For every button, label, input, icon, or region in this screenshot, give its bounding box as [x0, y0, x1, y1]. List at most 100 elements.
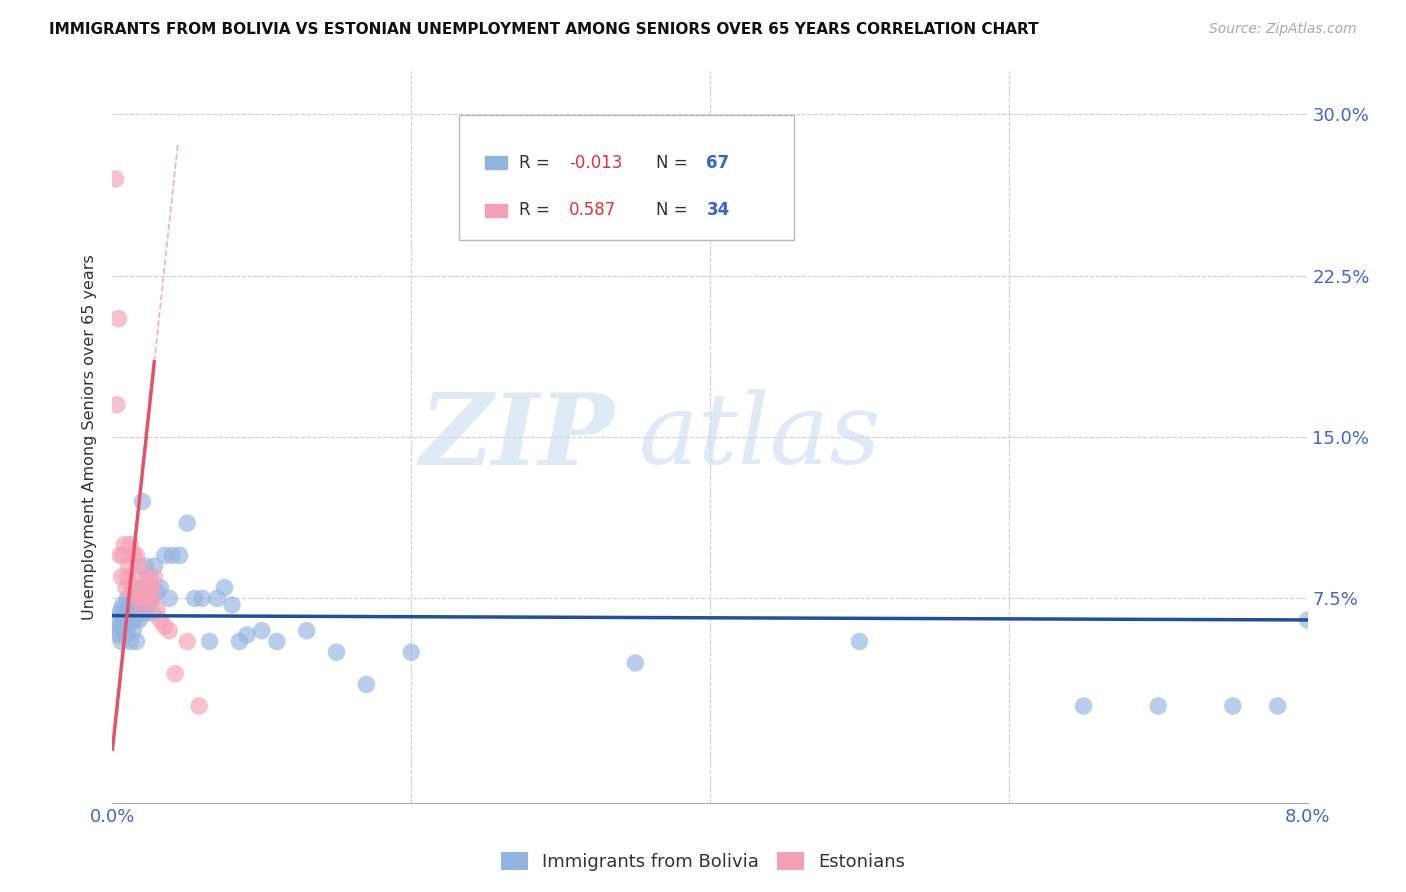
- Point: [115, 607, 138, 621]
- Point: [325, 645, 347, 659]
- Point: [114, 538, 135, 552]
- Point: [157, 591, 180, 606]
- Point: [107, 311, 129, 326]
- Text: R =: R =: [519, 153, 555, 172]
- Point: [125, 634, 148, 648]
- Point: [624, 656, 647, 670]
- Point: [139, 581, 162, 595]
- Point: [120, 607, 142, 621]
- Text: N =: N =: [657, 153, 693, 172]
- Point: [117, 570, 139, 584]
- Point: [221, 598, 243, 612]
- Point: [111, 598, 134, 612]
- Text: IMMIGRANTS FROM BOLIVIA VS ESTONIAN UNEMPLOYMENT AMONG SENIORS OVER 65 YEARS COR: IMMIGRANTS FROM BOLIVIA VS ESTONIAN UNEM…: [49, 22, 1039, 37]
- Point: [141, 591, 163, 606]
- Point: [1073, 698, 1095, 713]
- Point: [129, 602, 152, 616]
- Point: [117, 624, 139, 638]
- Point: [169, 549, 191, 563]
- Point: [176, 634, 198, 648]
- Point: [134, 591, 156, 606]
- Text: 67: 67: [706, 153, 730, 172]
- Point: [138, 598, 160, 612]
- Point: [401, 645, 423, 659]
- Text: R =: R =: [519, 202, 560, 219]
- Point: [125, 585, 148, 599]
- Point: [121, 602, 143, 616]
- Point: [110, 602, 132, 616]
- Point: [142, 607, 165, 621]
- Point: [1222, 698, 1244, 713]
- Point: [127, 598, 149, 612]
- Y-axis label: Unemployment Among Seniors over 65 years: Unemployment Among Seniors over 65 years: [82, 254, 97, 620]
- Point: [131, 591, 153, 606]
- Point: [121, 581, 143, 595]
- Point: [122, 624, 145, 638]
- Point: [122, 591, 145, 606]
- Point: [1147, 698, 1170, 713]
- Point: [108, 607, 131, 621]
- Point: [143, 570, 166, 584]
- Point: [214, 581, 236, 595]
- Point: [183, 591, 205, 606]
- Point: [115, 581, 138, 595]
- Text: 0.587: 0.587: [569, 202, 616, 219]
- Point: [1267, 698, 1289, 713]
- Point: [122, 549, 145, 563]
- Point: [108, 619, 131, 633]
- Point: [124, 581, 146, 595]
- Point: [121, 613, 143, 627]
- Point: [295, 624, 318, 638]
- Point: [205, 591, 228, 606]
- Text: 34: 34: [706, 202, 730, 219]
- Point: [149, 613, 172, 627]
- Point: [141, 581, 163, 595]
- Text: N =: N =: [657, 202, 693, 219]
- Point: [149, 581, 172, 595]
- Point: [153, 549, 176, 563]
- Point: [114, 613, 135, 627]
- Point: [146, 585, 169, 599]
- Point: [118, 613, 141, 627]
- Point: [188, 698, 211, 713]
- Bar: [485, 203, 508, 217]
- Point: [110, 570, 132, 584]
- Point: [236, 628, 259, 642]
- Point: [118, 598, 141, 612]
- Point: [125, 549, 148, 563]
- Point: [128, 613, 150, 627]
- Point: [139, 570, 162, 584]
- Point: [124, 613, 146, 627]
- Point: [266, 634, 288, 648]
- Point: [143, 559, 166, 574]
- Point: [146, 602, 169, 616]
- FancyBboxPatch shape: [458, 115, 794, 240]
- Point: [162, 549, 183, 563]
- Bar: [485, 156, 508, 169]
- Point: [134, 559, 156, 574]
- Point: [118, 559, 141, 574]
- Point: [1296, 613, 1319, 627]
- Text: ZIP: ZIP: [419, 389, 614, 485]
- Point: [105, 398, 128, 412]
- Point: [191, 591, 214, 606]
- Point: [104, 172, 127, 186]
- Point: [129, 602, 152, 616]
- Point: [132, 607, 155, 621]
- Point: [107, 628, 129, 642]
- Point: [111, 549, 134, 563]
- Point: [115, 628, 138, 642]
- Legend: Immigrants from Bolivia, Estonians: Immigrants from Bolivia, Estonians: [494, 845, 912, 879]
- Text: -0.013: -0.013: [569, 153, 623, 172]
- Point: [138, 591, 160, 606]
- Point: [108, 549, 131, 563]
- Point: [356, 677, 378, 691]
- Point: [157, 624, 180, 638]
- Point: [153, 619, 176, 633]
- Point: [110, 634, 132, 648]
- Point: [117, 591, 139, 606]
- Point: [132, 581, 155, 595]
- Point: [176, 516, 198, 530]
- Point: [250, 624, 273, 638]
- Point: [114, 624, 135, 638]
